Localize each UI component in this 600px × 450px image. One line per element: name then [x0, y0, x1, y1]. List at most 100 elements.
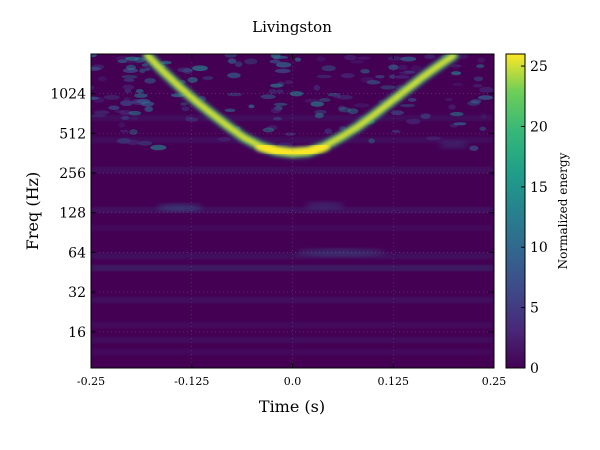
background-speckle: [366, 80, 381, 85]
background-speckle: [284, 132, 296, 136]
background-speckle: [234, 61, 243, 68]
x-tick-label: 0.0: [284, 375, 302, 388]
background-speckle: [144, 77, 156, 84]
background-speckle: [278, 142, 293, 147]
background-speckle: [338, 107, 352, 113]
background-speckle: [121, 74, 138, 79]
background-speckle: [467, 100, 480, 106]
background-speckle: [318, 98, 331, 102]
background-speckle: [97, 76, 107, 82]
y-axis-ticks: 16 32 64 128 256 512 1024: [50, 87, 494, 341]
background-speckle: [184, 115, 193, 120]
background-speckle: [400, 56, 417, 62]
background-speckle: [227, 58, 237, 64]
background-speckle: [420, 113, 431, 119]
background-speckle: [316, 74, 332, 79]
background-speckle: [134, 93, 148, 98]
background-speckle: [380, 85, 396, 90]
background-speckle: [353, 103, 370, 108]
colorbar-label: Normalized energy: [556, 152, 570, 269]
background-speckle: [276, 89, 284, 94]
background-speckle: [135, 89, 144, 94]
background-band: [91, 254, 494, 258]
y-tick-label: 16: [68, 325, 86, 341]
background-speckle: [316, 56, 326, 62]
background-speckle: [393, 75, 410, 79]
background-speckle: [126, 139, 140, 146]
chirp-track-layer: [141, 54, 460, 159]
background-speckle: [91, 96, 100, 100]
background-speckle: [410, 65, 422, 72]
background-speckle: [140, 101, 155, 107]
background-speckle: [120, 100, 133, 107]
colorbar-tick-label: 15: [530, 180, 548, 196]
background-speckle: [93, 97, 105, 103]
background-speckle: [450, 111, 464, 117]
chart-title: Livingston: [252, 18, 332, 36]
background-speckle: [270, 107, 282, 114]
background-speckle: [137, 140, 153, 146]
background-speckle: [124, 88, 132, 94]
background-speckle: [139, 68, 146, 73]
background-band: [91, 338, 494, 342]
background-speckle: [272, 116, 283, 121]
background-speckle: [262, 127, 275, 133]
background-speckle: [227, 72, 241, 79]
background-speckle: [227, 92, 243, 97]
background-speckle: [390, 110, 404, 116]
background-speckle: [476, 64, 485, 69]
background-speckle: [181, 106, 190, 112]
background-speckle: [123, 97, 131, 101]
background-speckle: [448, 104, 456, 110]
background-speckle: [270, 83, 283, 88]
background-speckle: [144, 67, 151, 72]
x-tick-label: 0.25: [482, 375, 507, 388]
background-speckle: [182, 68, 193, 74]
background-speckle: [123, 78, 135, 82]
background-speckle: [391, 129, 401, 133]
background-speckle: [357, 56, 371, 60]
background-speckle: [275, 62, 292, 68]
background-speckle: [368, 138, 375, 144]
background-speckle: [91, 114, 107, 118]
background-speckle: [479, 86, 494, 93]
x-tick-label: 0.125: [378, 375, 410, 388]
background-speckle: [177, 67, 193, 73]
background-speckle: [91, 66, 102, 71]
colorbar-tick-label: 0: [530, 361, 539, 377]
background-speckle: [314, 113, 324, 119]
y-axis-label: Freq (Hz): [23, 172, 42, 250]
background-speckle: [160, 60, 172, 65]
background-band: [91, 266, 494, 270]
background-speckle: [277, 81, 285, 87]
background-blob: [304, 202, 345, 209]
background-speckle: [91, 64, 105, 70]
y-tick-label: 64: [68, 245, 86, 261]
background-speckle: [125, 64, 136, 71]
y-tick-label: 1024: [50, 87, 86, 103]
y-tick-label: 128: [59, 206, 86, 222]
background-speckle: [114, 109, 126, 113]
colorbar: 0 5 10 15 20 25 Normalized energy: [505, 53, 570, 377]
background-speckle: [141, 63, 148, 67]
background-speckle: [248, 104, 255, 109]
colorbar-gradient: [505, 53, 526, 369]
x-tick-label: -0.125: [174, 375, 209, 388]
background-blob: [438, 141, 469, 148]
background-speckle: [347, 108, 359, 115]
background-speckle: [388, 64, 399, 71]
background-speckle: [472, 83, 483, 88]
background-speckle: [144, 106, 154, 112]
background-speckle: [202, 76, 214, 81]
background-speckle: [294, 57, 301, 62]
y-tick-label: 256: [59, 166, 86, 182]
background-speckle: [337, 105, 346, 111]
background-speckle: [340, 73, 355, 79]
background-speckle: [289, 90, 304, 97]
background-speckle: [121, 115, 130, 121]
background-speckle: [187, 77, 198, 83]
background-speckle: [192, 65, 208, 72]
background-speckle: [314, 109, 327, 115]
background-speckle: [217, 137, 231, 142]
